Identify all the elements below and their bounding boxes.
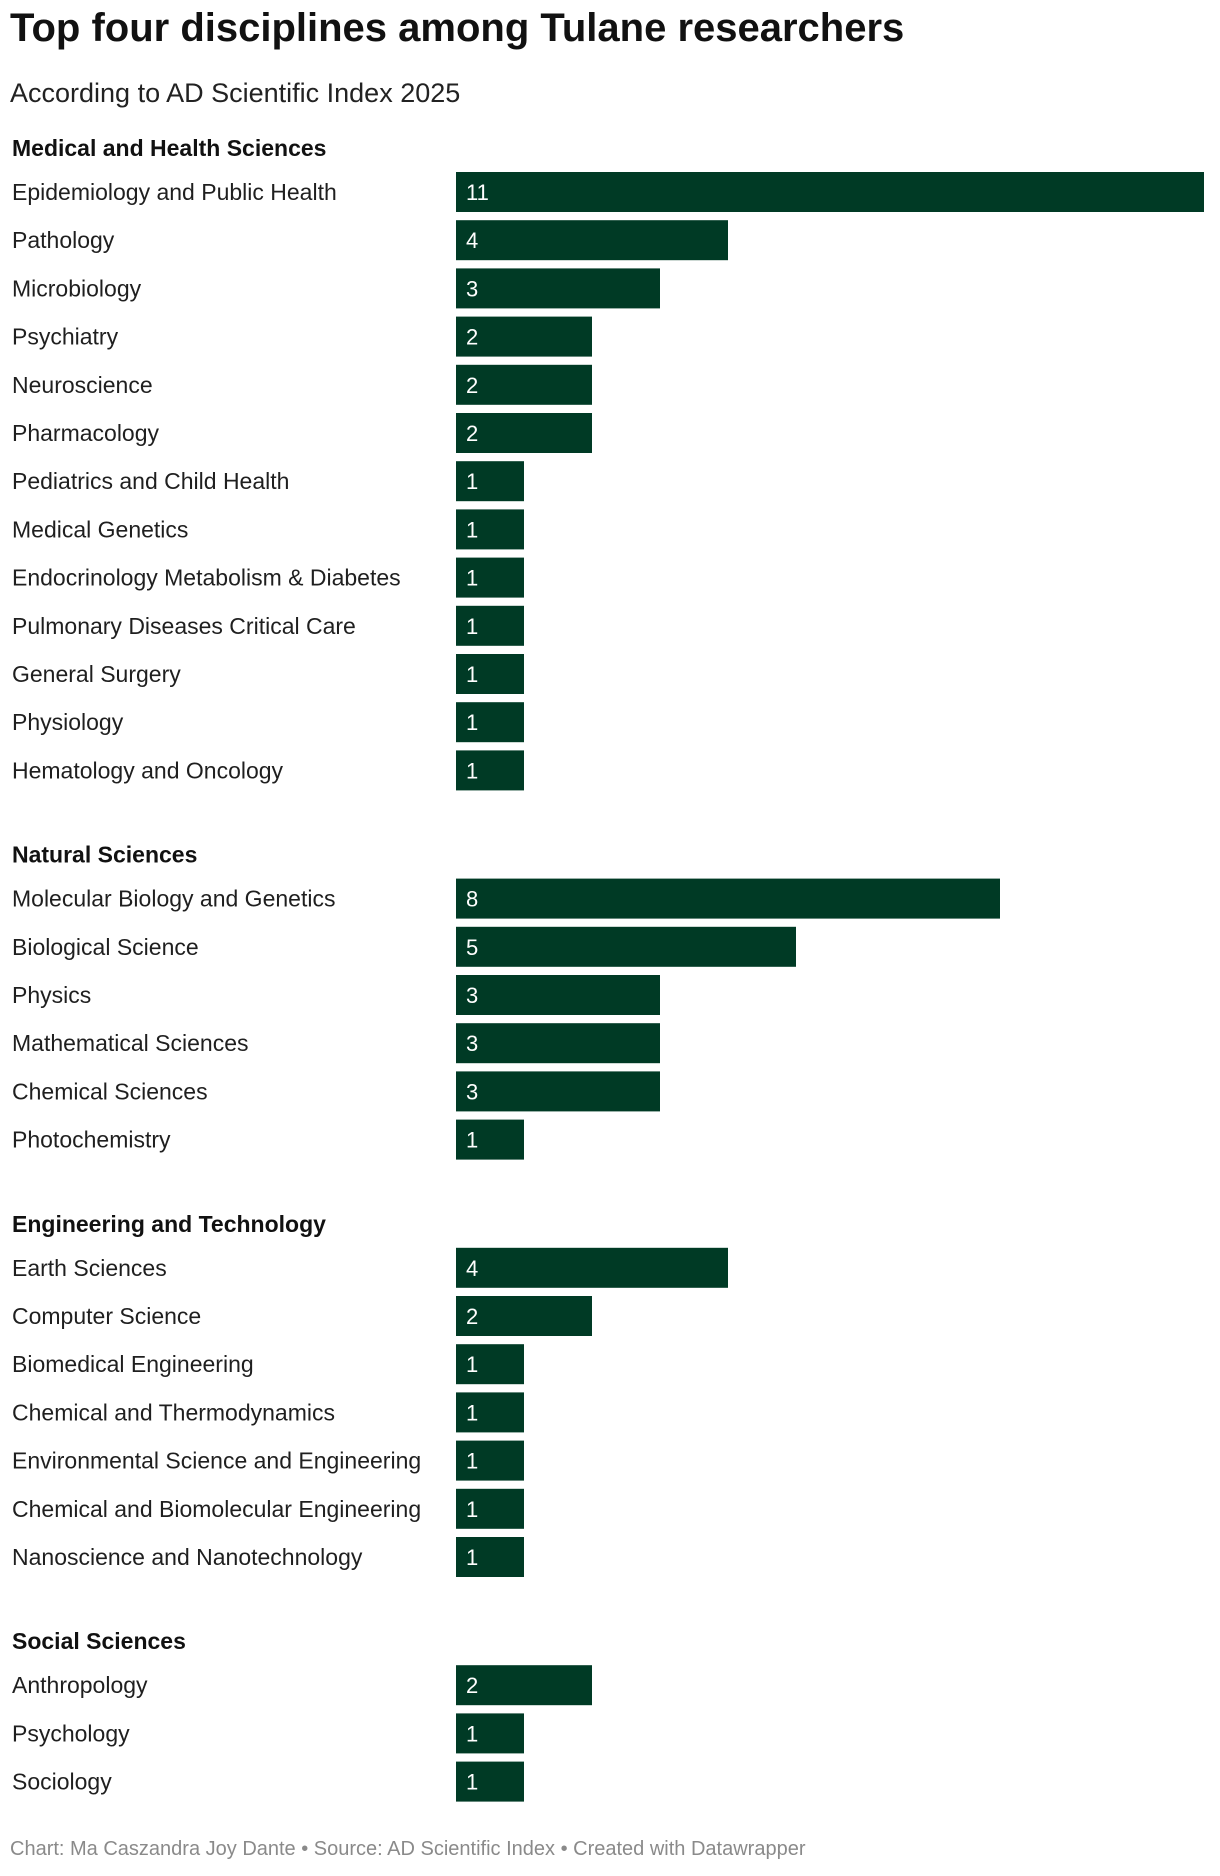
group-title: Medical and Health Sciences	[12, 135, 326, 161]
bar-value-label: 2	[466, 1304, 478, 1329]
category-label: General Surgery	[12, 661, 181, 687]
bar	[456, 364, 592, 405]
bar-value-label: 5	[466, 935, 478, 960]
bar-value-label: 1	[466, 662, 478, 687]
category-label: Neuroscience	[12, 372, 153, 398]
category-label: Sociology	[12, 1769, 112, 1795]
bar	[456, 1344, 524, 1385]
bar	[456, 975, 660, 1015]
category-label: Photochemistry	[12, 1127, 171, 1153]
bar-value-label: 2	[466, 373, 478, 398]
bar-value-label: 1	[466, 1400, 478, 1425]
bar-value-label: 1	[466, 1497, 478, 1522]
bar	[456, 316, 592, 357]
bar	[456, 220, 728, 261]
bar	[456, 1119, 524, 1160]
bar	[456, 509, 524, 550]
bar-value-label: 3	[466, 983, 478, 1008]
bar	[456, 1713, 524, 1754]
chart-footer: Chart: Ma Caszandra Joy Dante • Source: …	[10, 1838, 806, 1860]
bar	[456, 1296, 592, 1336]
bar-value-label: 2	[466, 421, 478, 446]
bar-value-label: 1	[466, 614, 478, 639]
bar-value-label: 1	[466, 1770, 478, 1795]
bar-value-label: 3	[466, 276, 478, 301]
group-title: Engineering and Technology	[12, 1211, 326, 1237]
bar	[456, 461, 524, 502]
category-label: Chemical and Biomolecular Engineering	[12, 1496, 421, 1522]
bar-value-label: 1	[466, 758, 478, 783]
category-label: Medical Genetics	[12, 516, 188, 542]
bar-value-label: 1	[466, 1545, 478, 1570]
category-label: Epidemiology and Public Health	[12, 179, 337, 205]
bar	[456, 1761, 524, 1802]
category-label: Earth Sciences	[12, 1255, 167, 1281]
bar	[456, 1440, 524, 1481]
category-label: Pharmacology	[12, 420, 160, 446]
category-label: Biological Science	[12, 934, 199, 960]
category-label: Physiology	[12, 709, 124, 735]
bar	[456, 268, 660, 309]
category-label: Biomedical Engineering	[12, 1351, 254, 1377]
group-title: Social Sciences	[12, 1628, 186, 1654]
bar-value-label: 11	[466, 180, 489, 205]
bar	[456, 172, 1204, 212]
bar-value-label: 2	[466, 1673, 478, 1698]
bar-value-label: 1	[466, 469, 478, 494]
bar-value-label: 4	[466, 228, 478, 253]
category-label: Hematology and Oncology	[12, 757, 284, 783]
bar	[456, 750, 524, 791]
bar	[456, 1071, 660, 1112]
bar	[456, 1488, 524, 1529]
bar	[456, 878, 1000, 919]
category-label: Physics	[12, 982, 91, 1008]
bar-value-label: 4	[466, 1256, 478, 1281]
chart-title: Top four disciplines among Tulane resear…	[10, 6, 905, 50]
bar	[456, 1537, 524, 1577]
bar-value-label: 1	[466, 1449, 478, 1474]
category-label: Chemical Sciences	[12, 1078, 208, 1104]
bar	[456, 557, 524, 598]
bar	[456, 702, 524, 743]
bar-value-label: 3	[466, 1079, 478, 1104]
category-label: Molecular Biology and Genetics	[12, 886, 335, 912]
category-label: Microbiology	[12, 275, 142, 301]
category-label: Psychology	[12, 1720, 130, 1746]
bar	[456, 1023, 660, 1064]
bar-value-label: 1	[466, 710, 478, 735]
bar-value-label: 1	[466, 517, 478, 542]
category-label: Nanoscience and Nanotechnology	[12, 1544, 363, 1570]
category-label: Mathematical Sciences	[12, 1030, 249, 1056]
group-title: Natural Sciences	[12, 842, 197, 868]
bar	[456, 654, 524, 694]
category-label: Computer Science	[12, 1303, 201, 1329]
chart-subtitle: According to AD Scientific Index 2025	[10, 78, 461, 108]
category-label: Environmental Science and Engineering	[12, 1448, 421, 1474]
bar-value-label: 3	[466, 1031, 478, 1056]
bar-value-label: 8	[466, 887, 478, 912]
bar-value-label: 1	[466, 1128, 478, 1153]
category-label: Pulmonary Diseases Critical Care	[12, 613, 356, 639]
bar	[456, 1392, 524, 1433]
bar	[456, 605, 524, 646]
bar-value-label: 1	[466, 1721, 478, 1746]
category-label: Psychiatry	[12, 324, 119, 350]
bar-value-label: 1	[466, 1352, 478, 1377]
bar	[456, 926, 796, 967]
category-label: Pediatrics and Child Health	[12, 468, 289, 494]
bar	[456, 1247, 728, 1288]
bar	[456, 413, 592, 453]
category-label: Pathology	[12, 227, 115, 253]
category-label: Chemical and Thermodynamics	[12, 1399, 335, 1425]
category-label: Anthropology	[12, 1672, 148, 1698]
bar	[456, 1665, 592, 1706]
bar-value-label: 2	[466, 325, 478, 350]
category-label: Endocrinology Metabolism & Diabetes	[12, 565, 401, 591]
bar-value-label: 1	[466, 566, 478, 591]
